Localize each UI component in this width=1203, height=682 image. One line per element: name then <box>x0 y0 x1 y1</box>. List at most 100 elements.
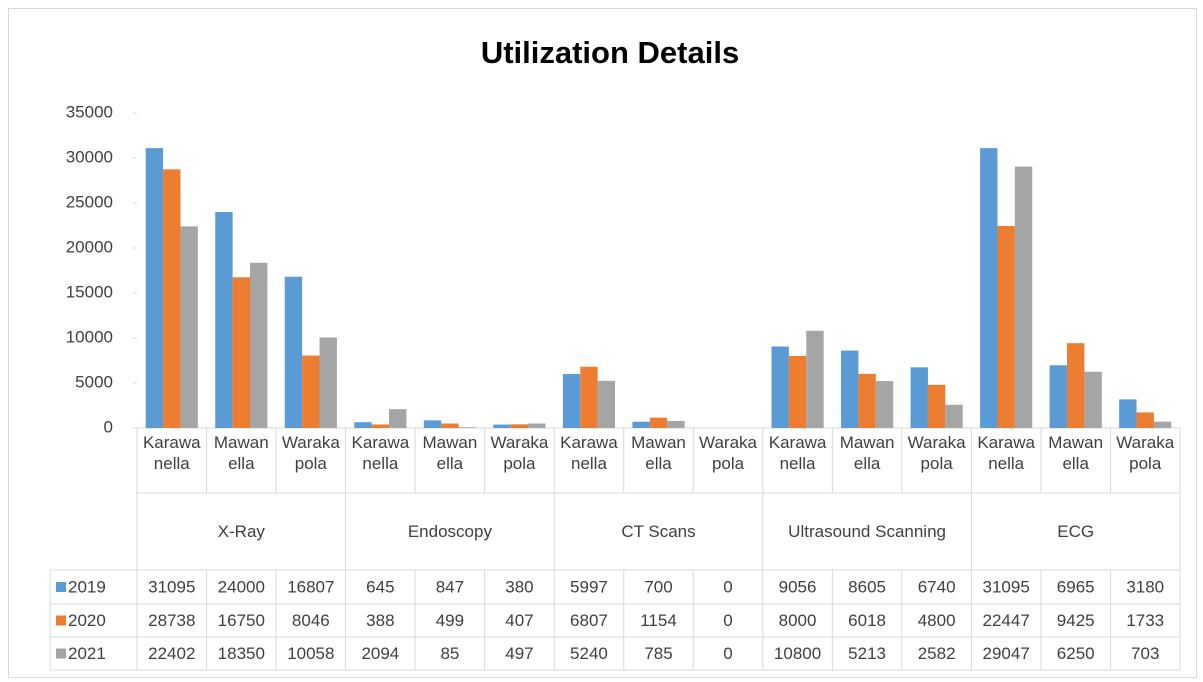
table-value: 407 <box>505 611 533 630</box>
table-value: 4800 <box>918 611 956 630</box>
bar <box>597 380 616 428</box>
y-tick-label: 10000 <box>66 327 113 346</box>
legend-label: 2021 <box>68 644 106 663</box>
table-value: 29047 <box>983 644 1030 663</box>
table-value: 10800 <box>774 644 821 663</box>
table-value: 6250 <box>1057 644 1095 663</box>
table-value: 9425 <box>1057 611 1095 630</box>
table-value: 1733 <box>1126 611 1164 630</box>
table-value: 2582 <box>918 644 956 663</box>
bar <box>493 424 511 428</box>
table-value: 700 <box>644 577 672 596</box>
x-tick-label: Karawanella <box>768 433 827 473</box>
table-value: 5240 <box>570 644 608 663</box>
table-value: 28738 <box>148 611 195 630</box>
legend-swatch <box>56 615 66 626</box>
bar <box>249 262 268 428</box>
bar <box>441 423 459 428</box>
table-value: 6740 <box>918 577 956 596</box>
bar <box>580 366 598 428</box>
x-tick-label: Warakapola <box>490 433 549 473</box>
y-tick-label: 15000 <box>66 282 113 301</box>
x-tick-label: Karawanella <box>142 433 201 473</box>
bar <box>910 367 928 428</box>
y-tick-label: 25000 <box>66 192 113 211</box>
group-label: CT Scans <box>621 522 696 541</box>
bar <box>284 276 303 428</box>
y-tick-label: 5000 <box>75 372 113 391</box>
bar <box>389 409 407 428</box>
table-value: 24000 <box>218 577 265 596</box>
x-tick-label: Mawanella <box>1048 433 1104 473</box>
bar <box>875 381 894 428</box>
table-value: 31095 <box>148 577 195 596</box>
table-value: 2094 <box>361 644 399 663</box>
group-label: X-Ray <box>217 522 265 541</box>
x-tick-label: Mawanella <box>422 433 478 473</box>
bar <box>371 424 390 428</box>
group-label: Ultrasound Scanning <box>788 522 946 541</box>
table-value: 16750 <box>218 611 265 630</box>
table-value: 9056 <box>779 577 817 596</box>
table-value: 0 <box>723 611 732 630</box>
table-value: 22402 <box>148 644 195 663</box>
bar <box>771 346 789 428</box>
bar <box>180 226 198 428</box>
y-tick-label: 20000 <box>66 237 113 256</box>
x-tick-label: Warakapola <box>907 433 966 473</box>
bar <box>927 384 946 428</box>
table-value: 388 <box>366 611 394 630</box>
y-tick-label: 30000 <box>66 147 113 166</box>
bar <box>423 420 442 428</box>
table-value: 703 <box>1131 644 1159 663</box>
table-value: 847 <box>436 577 464 596</box>
bar <box>528 423 546 428</box>
bar <box>1136 412 1154 428</box>
bar <box>458 427 476 428</box>
table-value: 22447 <box>983 611 1030 630</box>
legend-swatch <box>56 582 66 592</box>
bar <box>1084 371 1102 428</box>
group-label: ECG <box>1057 522 1095 541</box>
x-tick-label: Mawanella <box>631 433 686 473</box>
legend-swatch <box>56 648 66 659</box>
bar <box>1067 343 1085 428</box>
bar <box>945 404 963 428</box>
table-value: 85 <box>440 644 459 663</box>
x-tick-label: Warakapola <box>699 433 757 473</box>
bar <box>145 148 164 428</box>
x-tick-label: Warakapola <box>281 433 340 473</box>
table-value: 8000 <box>779 611 817 630</box>
bar <box>997 225 1015 428</box>
table-value: 5213 <box>848 644 886 663</box>
table-value: 380 <box>505 577 533 596</box>
table-value: 3180 <box>1126 577 1164 596</box>
bar <box>354 422 372 428</box>
x-tick-label: Karawanella <box>351 433 410 473</box>
bar <box>1014 166 1033 428</box>
table-value: 785 <box>644 644 672 663</box>
table-value: 31095 <box>983 577 1030 596</box>
table-value: 18350 <box>218 644 265 663</box>
x-tick-label: Karawanella <box>977 433 1035 473</box>
x-tick-label: Warakapola <box>1116 433 1175 473</box>
legend-label: 2020 <box>68 611 106 630</box>
bar <box>510 424 529 428</box>
bar <box>215 212 233 428</box>
table-value: 499 <box>436 611 464 630</box>
bar <box>1153 421 1172 428</box>
bar <box>163 169 181 428</box>
table-value: 645 <box>366 577 394 596</box>
bar <box>319 337 337 428</box>
table-value: 6807 <box>570 611 608 630</box>
bar <box>667 420 685 428</box>
bar <box>806 330 824 428</box>
bar <box>562 374 581 428</box>
chart-title: Utilization Details <box>481 35 739 70</box>
x-tick-label: Karawanella <box>560 433 618 473</box>
bar <box>1119 399 1137 428</box>
table-value: 6965 <box>1057 577 1095 596</box>
table-value: 6018 <box>848 611 886 630</box>
